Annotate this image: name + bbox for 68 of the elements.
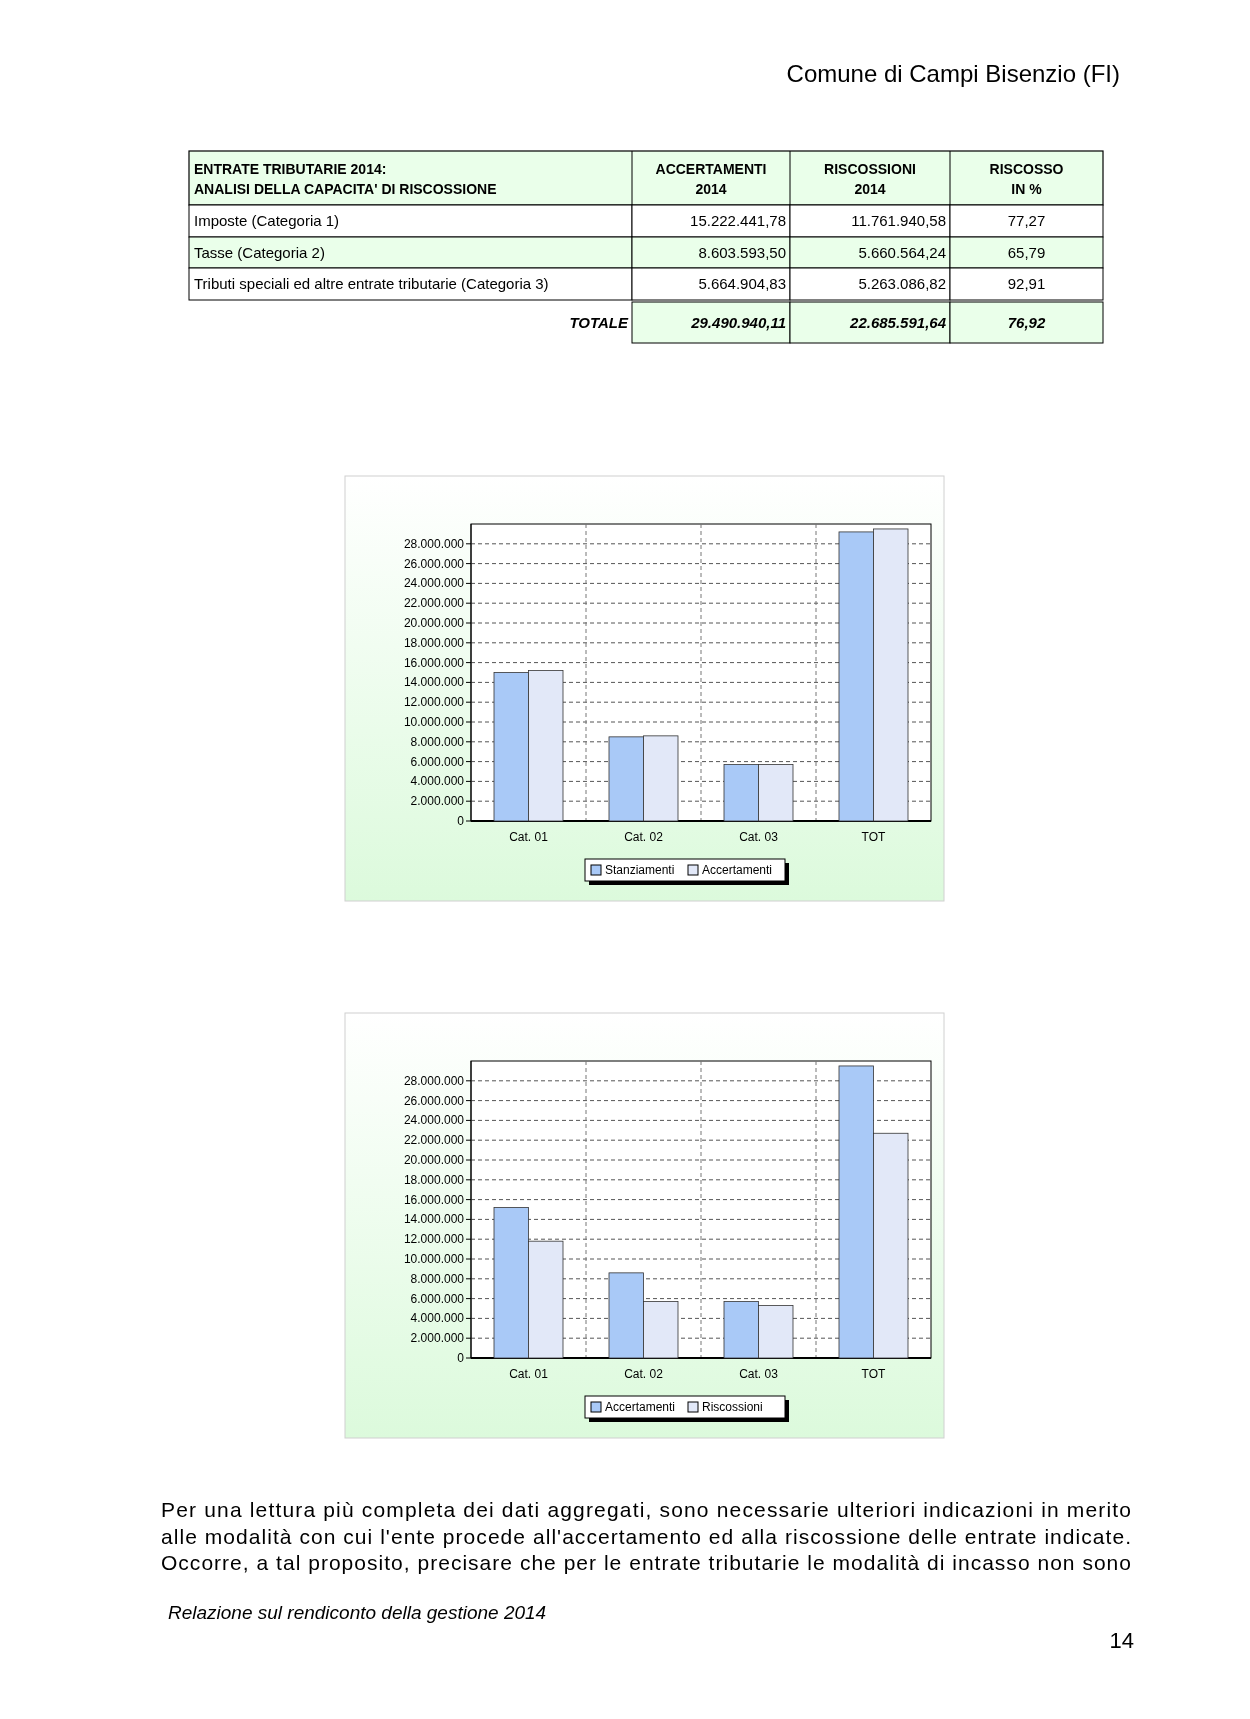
x-tick-label: Cat. 03 <box>739 830 779 844</box>
y-tick-label: 8.000.000 <box>410 734 465 749</box>
x-tick-label: Cat. 01 <box>509 1367 549 1381</box>
y-tick-label: 8.000.000 <box>410 1271 465 1286</box>
y-tick-label: 24.000.000 <box>403 1113 465 1128</box>
x-tick-label: TOT <box>861 830 887 844</box>
y-tick-label: 10.000.000 <box>403 1252 465 1266</box>
text: 92,91 <box>1007 275 1046 292</box>
category-label: RISCOSSIONI 2014 <box>824 161 916 197</box>
category-label: Tributi speciali ed altre entrate tributarie (Categoria 3) <box>194 275 549 292</box>
text: 11.761.940,58 <box>851 212 946 229</box>
text: Relazione sul rendiconto della gestione 2014 <box>168 1602 547 1623</box>
y-tick-label: 6.000.000 <box>410 1291 465 1306</box>
y-tick-label: 12.000.000 <box>403 695 465 710</box>
y-tick-label: 2.000.000 <box>410 1331 465 1346</box>
y-tick-label: 0 <box>457 1351 465 1365</box>
text: Per una lettura più completa dei dati aggregati, sono necessarie ulteriori indicazioni in merito <box>161 1498 1131 1521</box>
text: ENTRATE TRIBUTARIE 2014: ANALISI DELLA CAPACITA' DI RISCOSSIONE <box>194 161 497 197</box>
text: 29.490.940,11 <box>691 313 786 331</box>
y-tick-label: 18.000.000 <box>403 635 465 650</box>
y-tick-label: 20.000.000 <box>403 1153 465 1167</box>
text: 15.222.441,78 <box>690 212 786 229</box>
category-label: ACCERTAMENTI 2014 <box>655 161 767 197</box>
text: 14 <box>1109 1628 1134 1653</box>
y-tick-label: 4.000.000 <box>410 774 465 789</box>
x-tick-label: Cat. 01 <box>509 830 549 844</box>
text: 8.603.593,50 <box>698 243 786 261</box>
y-tick-label: 2.000.000 <box>410 794 465 809</box>
y-tick-label: 28.000.000 <box>403 1073 465 1088</box>
text: 5.263.086,82 <box>858 275 946 292</box>
y-tick-label: 26.000.000 <box>403 556 465 571</box>
y-tick-label: 12.000.000 <box>403 1232 465 1247</box>
text: 5.660.564,24 <box>858 243 946 261</box>
text: 77,27 <box>1007 212 1046 229</box>
y-tick-label: 14.000.000 <box>403 1212 465 1227</box>
x-tick-label: Cat. 02 <box>624 830 664 844</box>
x-tick-label: Cat. 02 <box>624 1367 664 1381</box>
y-tick-label: 28.000.000 <box>403 536 465 551</box>
y-tick-label: 18.000.000 <box>403 1172 465 1187</box>
y-tick-label: 10.000.000 <box>403 715 465 729</box>
y-tick-label: 14.000.000 <box>403 675 465 690</box>
y-tick-label: 22.000.000 <box>403 1133 465 1148</box>
category-label: TOTALE <box>569 313 628 331</box>
y-tick-label: 6.000.000 <box>410 754 465 769</box>
text: 65,79 <box>1007 243 1046 261</box>
legend-label: Accertamenti <box>702 863 773 877</box>
legend-label: Riscossioni <box>702 1400 763 1414</box>
text: Occorre, a tal proposito, precisare che per le entrate tributarie le modalità di incasso non sono <box>161 1551 1131 1574</box>
y-tick-label: 26.000.000 <box>403 1093 465 1108</box>
text: 5.664.904,83 <box>698 275 786 292</box>
legend-label: Accertamenti <box>605 1400 676 1414</box>
category-label: Tasse (Categoria 2) <box>194 243 325 261</box>
y-tick-label: 22.000.000 <box>403 596 465 611</box>
y-tick-label: 16.000.000 <box>403 655 465 670</box>
y-tick-label: 24.000.000 <box>403 576 465 591</box>
text: 76,92 <box>1007 313 1046 331</box>
y-tick-label: 4.000.000 <box>410 1311 465 1326</box>
text: alle modalità con cui l'ente procede all'accertamento ed alla riscossione delle entrate indicate. <box>161 1524 1131 1548</box>
y-tick-label: 0 <box>457 814 465 828</box>
x-tick-label: Cat. 03 <box>739 1367 779 1381</box>
y-tick-label: 20.000.000 <box>403 616 465 630</box>
y-tick-label: 16.000.000 <box>403 1192 465 1207</box>
legend-label: Stanziamenti <box>605 863 675 877</box>
category-label: RISCOSSO IN % <box>989 161 1064 197</box>
category-label: Imposte (Categoria 1) <box>194 212 340 229</box>
text: Comune di Campi Bisenzio (FI) <box>786 60 1120 87</box>
x-tick-label: TOT <box>861 1367 887 1381</box>
text: 22.685.591,64 <box>850 313 946 331</box>
